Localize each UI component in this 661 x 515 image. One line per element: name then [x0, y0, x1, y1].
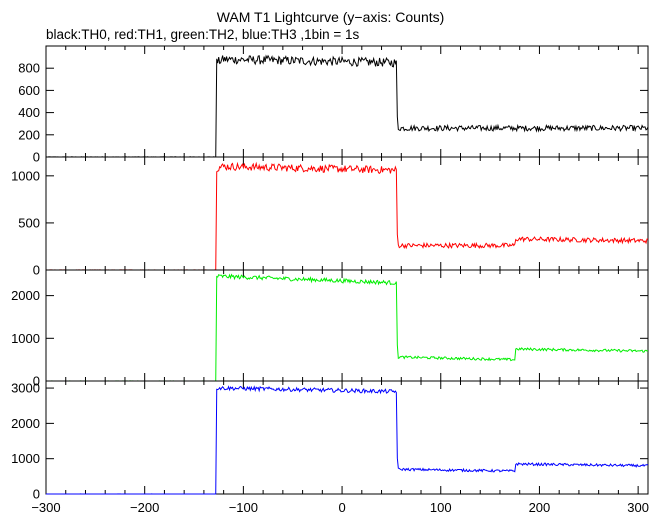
panel-frame-th0	[45, 45, 649, 158]
series-line-th3	[45, 385, 649, 495]
y-tick-label: 800	[18, 61, 40, 76]
x-tick-label: 0	[338, 500, 345, 515]
chart-subtitle: black:TH0, red:TH1, green:TH2, blue:TH3 …	[46, 27, 360, 42]
y-tick-label: 1000	[11, 168, 40, 183]
y-tick-label: 0	[33, 374, 40, 389]
x-tick-label: −300	[31, 500, 60, 515]
y-tick-label: 200	[18, 127, 40, 142]
x-tick-label: −200	[130, 500, 159, 515]
y-tick-label: 2000	[11, 288, 40, 303]
y-tick-label: 0	[33, 150, 40, 165]
x-tick-label: 200	[529, 500, 551, 515]
y-tick-label: 600	[18, 83, 40, 98]
y-tick-label: 500	[18, 215, 40, 230]
x-tick-label: −100	[229, 500, 258, 515]
y-tick-label: 3000	[11, 381, 40, 396]
y-tick-label: 0	[33, 487, 40, 502]
series-line-th0	[45, 54, 649, 158]
series-line-th1	[45, 161, 649, 271]
y-tick-label: 2000	[11, 416, 40, 431]
y-tick-label: 1000	[11, 331, 40, 346]
y-tick-label: 1000	[11, 451, 40, 466]
panel-frame-th1	[45, 156, 649, 271]
x-tick-label: 100	[430, 500, 452, 515]
y-tick-label: 0	[33, 263, 40, 278]
panel-frame-th3	[45, 380, 649, 495]
x-tick-label: 300	[627, 500, 649, 515]
y-tick-label: 400	[18, 105, 40, 120]
series-line-th2	[45, 273, 649, 382]
panel-frame-th2	[45, 269, 649, 382]
chart-title: WAM T1 Lightcurve (y−axis: Counts)	[216, 9, 445, 25]
